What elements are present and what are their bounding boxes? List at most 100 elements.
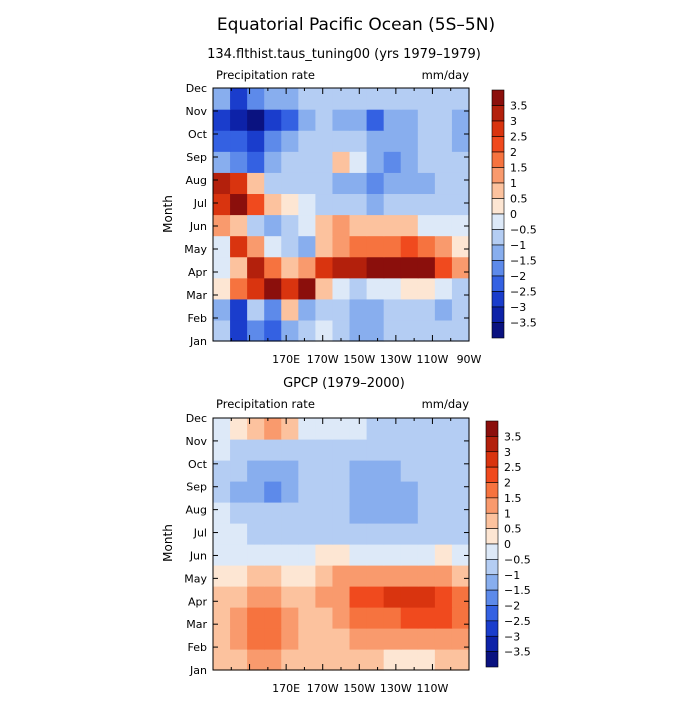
heatmap-cell [349, 277, 368, 300]
colorbar-label: 2 [510, 146, 517, 159]
heatmap-cell [213, 151, 231, 173]
heatmap-cell [417, 418, 436, 440]
heatmap-cell [247, 565, 265, 587]
x-tick-label: 170W [307, 682, 339, 695]
heatmap-cell [281, 256, 299, 279]
heatmap-cell [332, 502, 351, 524]
heatmap-cell [349, 130, 368, 152]
heatmap-cell [298, 649, 316, 671]
heatmap-cell [315, 649, 334, 671]
colorbar-swatch [485, 635, 499, 652]
heatmap-cell [213, 418, 231, 440]
heatmap-cell [315, 418, 334, 440]
heatmap-cell [383, 88, 402, 110]
y-tick-label: Nov [186, 105, 208, 118]
heatmap-cell [366, 607, 385, 629]
heatmap-cell [230, 460, 248, 482]
heatmap-cell [230, 418, 248, 440]
colorbar-label: 3 [504, 446, 511, 459]
heatmap-cell [213, 565, 231, 587]
heatmap-cell [298, 235, 316, 258]
colorbar-label: −3 [504, 630, 520, 643]
heatmap-cell [366, 277, 385, 300]
heatmap-cell [264, 502, 282, 524]
heatmap-cell [451, 130, 470, 152]
heatmap-cell [315, 256, 334, 279]
colorbar-swatch [491, 182, 505, 199]
heatmap-cell [298, 460, 316, 482]
heatmap-cell [451, 88, 470, 110]
heatmap-cell [434, 460, 453, 482]
y-tick-label: Mar [186, 289, 207, 302]
heatmap-cell [332, 277, 351, 300]
heatmap-cell [400, 256, 419, 279]
x-tick-label: 150W [343, 353, 375, 366]
heatmap-cell [451, 214, 470, 237]
x-tick-label: 130W [380, 682, 412, 695]
heatmap-cell [315, 607, 334, 629]
heatmap-cell [366, 628, 385, 650]
heatmap-cell [434, 649, 453, 671]
heatmap-cell [451, 418, 470, 440]
heatmap-cell [366, 298, 385, 321]
heatmap-cell [298, 607, 316, 629]
heatmap-cell [298, 214, 316, 237]
colorbar-swatch [491, 120, 505, 137]
heatmap-cell [264, 418, 282, 440]
heatmap-cell [332, 544, 351, 566]
heatmap-cell [417, 298, 436, 321]
heatmap-cell [247, 481, 265, 503]
heatmap-cell [400, 649, 419, 671]
heatmap-cell [400, 151, 419, 173]
heatmap-cell [400, 298, 419, 321]
heatmap-cell [383, 130, 402, 152]
heatmap-cell [264, 277, 282, 300]
heatmap-cell [332, 214, 351, 237]
heatmap-cell [349, 628, 368, 650]
heatmap-cell [434, 607, 453, 629]
colorbar-swatch [491, 229, 505, 246]
heatmap-cell [281, 544, 299, 566]
heatmap-cell [400, 109, 419, 131]
heatmap-cell [213, 481, 231, 503]
heatmap-cell [298, 256, 316, 279]
heatmap-cell [417, 607, 436, 629]
heatmap-cell [213, 214, 231, 237]
heatmap-cell [451, 565, 470, 587]
heatmap-cell [264, 460, 282, 482]
heatmap-cell [400, 277, 419, 300]
heatmap-cell [400, 544, 419, 566]
y-tick-label: Jul [193, 527, 207, 540]
colorbar-label: 0 [504, 538, 511, 551]
heatmap-cell [417, 151, 436, 173]
heatmap-cell [298, 130, 316, 152]
heatmap-cell [230, 544, 248, 566]
heatmap-cell [213, 319, 231, 342]
heatmap-cell [349, 235, 368, 258]
heatmap-cell [332, 235, 351, 258]
colorbar-label: −1.5 [504, 584, 531, 597]
colorbar-swatch [491, 244, 505, 261]
heatmap-cell [332, 130, 351, 152]
heatmap-cell [315, 565, 334, 587]
heatmap-cell [349, 523, 368, 545]
heatmap-cell [400, 235, 419, 258]
heatmap-cell [366, 481, 385, 503]
heatmap-cell [451, 151, 470, 173]
colorbar-label: −2 [510, 270, 526, 283]
heatmap-cell [349, 109, 368, 131]
heatmap-cell [230, 109, 248, 131]
heatmap-cell [281, 649, 299, 671]
heatmap-cell [247, 88, 265, 110]
heatmap-cell [451, 439, 470, 461]
heatmap-cell [315, 319, 334, 342]
y-tick-label: Feb [188, 312, 207, 325]
heatmap-cell [247, 586, 265, 608]
heatmap-cell [213, 502, 231, 524]
heatmap-cell [349, 172, 368, 195]
colorbar-label: −0.5 [504, 553, 531, 566]
heatmap-cell [366, 256, 385, 279]
colorbar-swatch [485, 451, 499, 468]
heatmap-cell [298, 172, 316, 195]
heatmap-cell [400, 319, 419, 342]
